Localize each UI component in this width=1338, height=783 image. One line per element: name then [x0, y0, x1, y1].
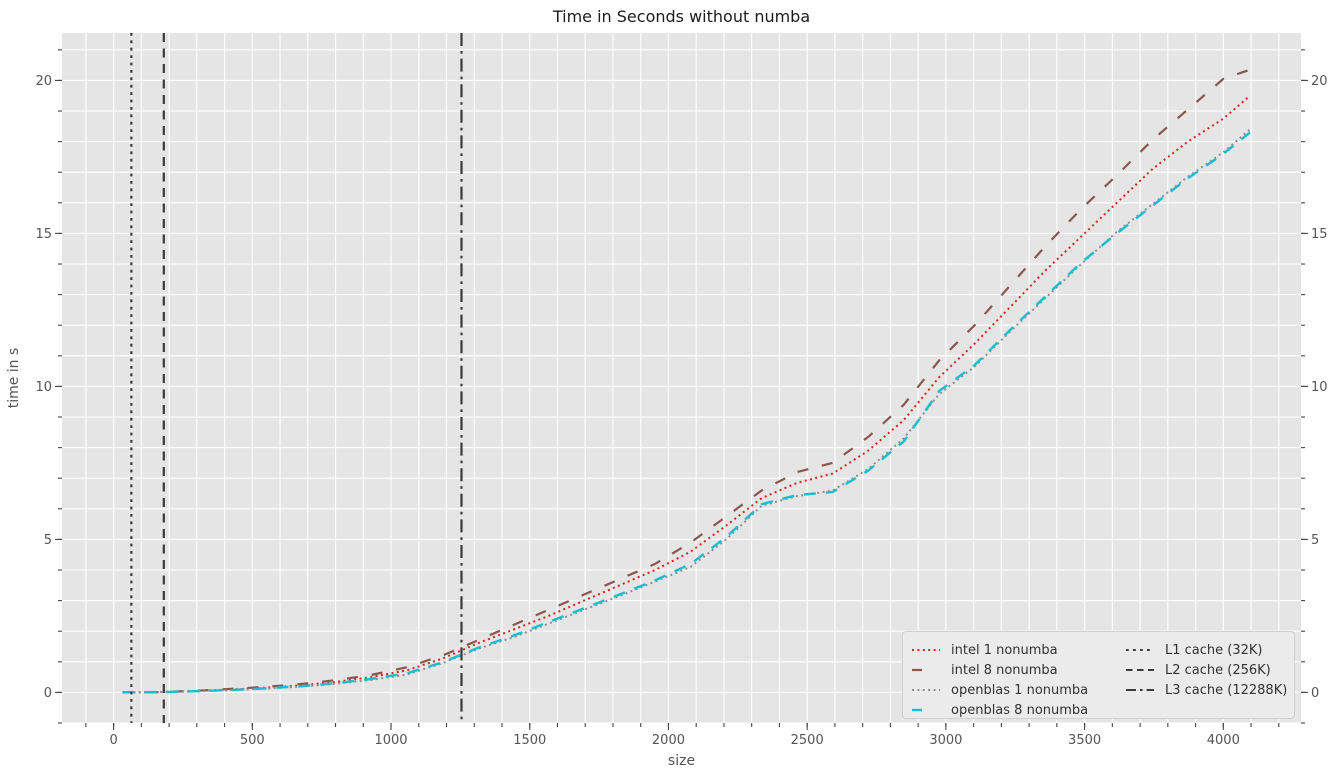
chart-title: Time in Seconds without numba: [552, 7, 811, 26]
y-tick-label-left: 0: [44, 686, 52, 701]
x-tick-label: 1500: [513, 733, 546, 748]
legend-sample-line: [912, 689, 940, 691]
legend-item-openblas-1-nonumba: openblas 1 nonumba: [911, 680, 1088, 700]
legend-sample-line: [912, 668, 940, 672]
legend: intel 1 nonumba intel 8 nonumba openblas…: [902, 631, 1295, 719]
y-tick-label-right: 20: [1311, 74, 1328, 89]
axis-ticks: [55, 49, 1308, 730]
y-tick-label-right: 0: [1311, 686, 1319, 701]
legend-sample-line: [912, 649, 940, 651]
series-openblas-8-nonumba: [122, 131, 1251, 694]
x-tick-label: 1000: [374, 733, 407, 748]
y-tick-label-right: 5: [1311, 533, 1319, 548]
series-intel-8-nonumba: [122, 68, 1251, 694]
series-intel-1-nonumba: [122, 94, 1251, 694]
y-tick-label-left: 10: [35, 380, 52, 395]
legend-item-intel-8-nonumba: intel 8 nonumba: [911, 660, 1088, 680]
series-openblas-1-nonumba: [122, 128, 1251, 694]
y-axis-label: time in s: [6, 347, 22, 409]
legend-label: L3 cache (12288K): [1165, 682, 1288, 698]
legend-sample-line: [1126, 669, 1154, 671]
legend-item-l3-cache: L3 cache (12288K): [1125, 680, 1287, 700]
legend-column-series: intel 1 nonumba intel 8 nonumba openblas…: [911, 640, 1088, 720]
y-tick-label-left: 15: [35, 227, 52, 242]
y-tick-label-right: 15: [1311, 227, 1328, 242]
legend-label: openblas 8 nonumba: [951, 702, 1089, 718]
x-axis-label: size: [667, 753, 696, 769]
gridlines: [62, 33, 1301, 724]
legend-sample-line: [1126, 689, 1154, 691]
x-tick-label: 4000: [1207, 733, 1240, 748]
legend-label: intel 1 nonumba: [951, 642, 1058, 658]
y-tick-label-right: 10: [1311, 380, 1328, 395]
legend-item-intel-1-nonumba: intel 1 nonumba: [911, 640, 1088, 660]
legend-column-cache-lines: L1 cache (32K) L2 cache (256K) L3 cache …: [1125, 640, 1287, 700]
x-tick-label: 3000: [929, 733, 962, 748]
legend-item-l1-cache: L1 cache (32K): [1125, 640, 1287, 660]
legend-label: L1 cache (32K): [1165, 642, 1263, 658]
legend-item-l2-cache: L2 cache (256K): [1125, 660, 1287, 680]
x-tick-label: 2000: [652, 733, 685, 748]
legend-label: openblas 1 nonumba: [951, 682, 1089, 698]
legend-label: L2 cache (256K): [1165, 662, 1271, 678]
y-tick-label-left: 20: [35, 74, 52, 89]
legend-sample-line: [1126, 649, 1154, 651]
x-tick-label: 3500: [1068, 733, 1101, 748]
legend-item-openblas-8-nonumba: openblas 8 nonumba: [911, 700, 1088, 720]
y-tick-label-left: 5: [44, 533, 52, 548]
legend-sample-line: [912, 708, 940, 712]
x-tick-label: 2500: [791, 733, 824, 748]
x-tick-label: 500: [240, 733, 265, 748]
axis-tick-labels: 0 500 1000 1500 2000 2500 3000 3500 4000 0 0 5 5 10 10…: [35, 74, 1327, 748]
plot-area: [62, 33, 1301, 723]
legend-label: intel 8 nonumba: [951, 662, 1058, 678]
x-tick-label: 0: [109, 733, 117, 748]
